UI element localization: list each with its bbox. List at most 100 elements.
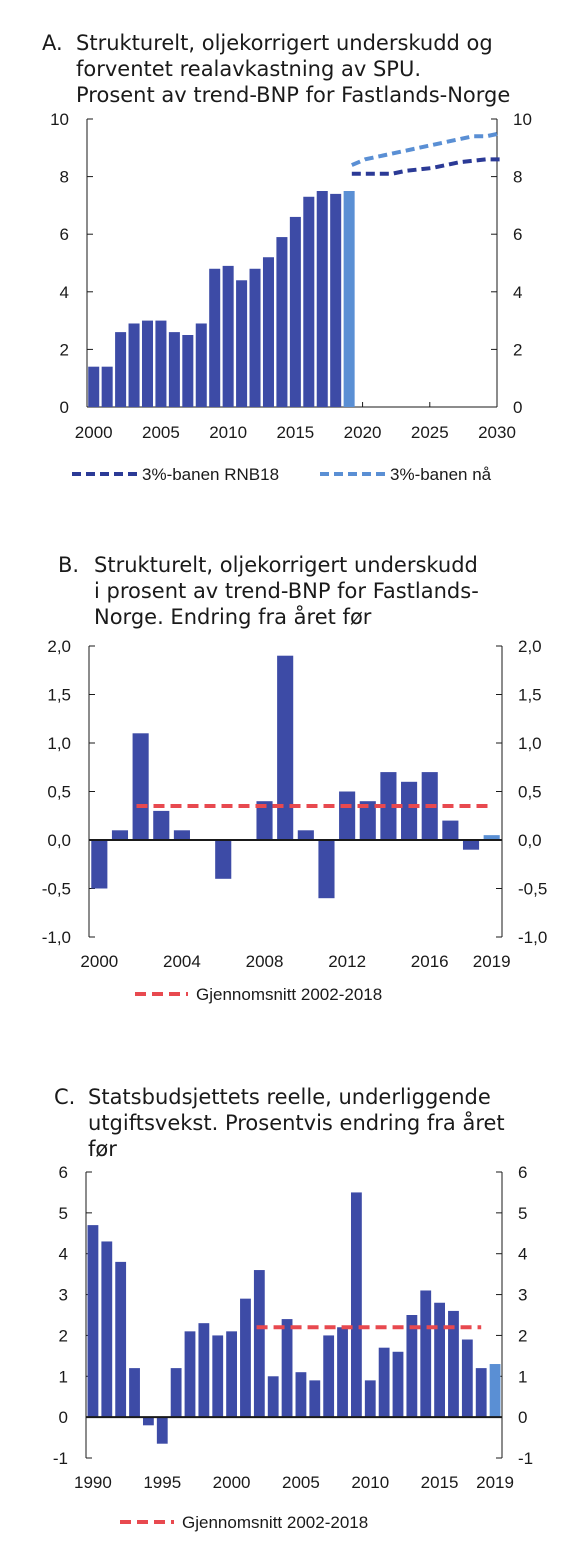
y-tick-label: 8 (60, 168, 69, 187)
bar (168, 332, 180, 407)
bar (155, 320, 167, 407)
bar (277, 655, 294, 840)
bar (442, 820, 459, 840)
bar (170, 1368, 182, 1418)
x-tick-label: 2015 (421, 1473, 459, 1492)
x-tick-label: 2008 (246, 952, 284, 971)
y-tick-label: 2 (513, 340, 522, 359)
x-tick-label: 2020 (344, 423, 382, 442)
panel-c-title-line: Statsbudsjettets reelle, underliggende (88, 1085, 491, 1109)
panel-b-title-line: i prosent av trend-BNP for Fastlands- (94, 579, 479, 603)
panel-a-title-line: Prosent av trend-BNP for Fastlands-Norge (76, 83, 511, 107)
panel-b: B. Strukturelt, oljekorrigert underskudd… (0, 540, 580, 1020)
bar (406, 1315, 418, 1418)
chart-c: -1 -1 0 0 1 1 2 2 3 3 4 4 5 5 6 6 1990 1995 2000 2005 2010 20… (53, 1163, 533, 1532)
x-tick-label: 2016 (411, 952, 449, 971)
y-tick-label: 0,5 (518, 783, 542, 802)
y-tick-label: 1,5 (518, 686, 542, 705)
bar (142, 1417, 154, 1426)
panel-c-title-line: før (88, 1137, 117, 1161)
bar (380, 772, 397, 840)
panel-b-letter: B. (58, 553, 80, 577)
bar (289, 216, 301, 407)
panel-b-title-line: Strukturelt, oljekorrigert underskudd (94, 553, 478, 577)
bar (129, 1368, 140, 1418)
bar (401, 781, 418, 840)
y-tick-label: -1,0 (42, 928, 71, 947)
y-tick-label: 0 (59, 1408, 68, 1427)
bar (88, 366, 100, 407)
bar (173, 830, 190, 840)
bar (198, 1323, 210, 1418)
bar (350, 1192, 362, 1418)
bar (462, 840, 480, 850)
x-tick-label: 1995 (143, 1473, 181, 1492)
bar (111, 830, 129, 840)
bar (420, 1290, 432, 1418)
panel-c-title-line: utgiftsvekst. Prosentvis endring fra åre… (88, 1111, 505, 1135)
bar (253, 1270, 265, 1418)
bar (343, 191, 355, 407)
panel-a-title: A. Strukturelt, oljekorrigert underskudd… (42, 30, 562, 110)
y-tick-label: 10 (513, 110, 532, 129)
panel-c: C. Statsbudsjettets reelle, underliggend… (0, 1070, 580, 1561)
y-tick-label: 6 (59, 1163, 68, 1182)
panel-c-letter: C. (54, 1085, 76, 1109)
y-tick-label: 1,0 (47, 734, 71, 753)
bar (448, 1310, 459, 1418)
y-tick-label: 2,0 (47, 637, 71, 656)
x-tick-label: 2000 (213, 1473, 251, 1492)
y-tick-label: 5 (59, 1204, 68, 1223)
legend-label-average: Gjennomsnitt 2002-2018 (196, 985, 382, 1004)
bar (101, 1241, 113, 1418)
y-tick-label: 6 (513, 225, 522, 244)
x-tick-label: 2019 (473, 952, 511, 971)
bar (115, 1261, 127, 1418)
x-tick-label: 2010 (209, 423, 247, 442)
line-rnb18 (351, 157, 500, 176)
y-tick-label: -1,0 (518, 928, 547, 947)
bar (195, 323, 207, 407)
bar (132, 733, 149, 840)
bar (483, 835, 500, 840)
line-now (351, 131, 501, 167)
bar (281, 1319, 293, 1418)
x-tick-label: 2010 (351, 1473, 389, 1492)
bar (337, 1327, 348, 1418)
bar (309, 1380, 321, 1418)
y-tick-label: 2 (60, 340, 69, 359)
bar (262, 257, 274, 407)
y-tick-label: -0,5 (42, 880, 71, 899)
bar (323, 1335, 335, 1418)
x-tick-label: 2019 (476, 1473, 514, 1492)
bar (489, 1364, 501, 1418)
bar (240, 1298, 251, 1418)
y-tick-label: 1,0 (518, 734, 542, 753)
bar (91, 840, 108, 889)
bar (209, 268, 221, 407)
x-tick-label: 2000 (80, 952, 118, 971)
legend-label-rnb18: 3%-banen RNB18 (142, 465, 279, 484)
x-tick-label: 2004 (163, 952, 201, 971)
y-tick-label: 3 (59, 1286, 68, 1305)
y-tick-label: 2,0 (518, 637, 542, 656)
bar (215, 840, 232, 879)
y-tick-label: 3 (518, 1286, 527, 1305)
bar (249, 268, 261, 407)
y-tick-label: -0,5 (518, 880, 547, 899)
bar (226, 1331, 238, 1418)
bar (318, 840, 335, 899)
y-tick-label: -1 (53, 1449, 68, 1468)
y-tick-label: 1 (518, 1367, 527, 1386)
x-tick-label: 1990 (74, 1473, 112, 1492)
panel-b-title-line: Norge. Endring fra året før (94, 605, 372, 629)
bar (156, 1417, 168, 1444)
chart-b: -1,0 -1,0 -0,5 -0,5 0,0 0,0 0,5 0,5 1,0 1,0 1,5 1,5… (42, 637, 548, 1004)
y-tick-label: 0,0 (47, 831, 71, 850)
bar (434, 1302, 446, 1418)
x-tick-label: 2005 (142, 423, 180, 442)
bar (87, 1225, 99, 1418)
bar (378, 1347, 390, 1418)
panel-c-title: C. Statsbudsjettets reelle, underliggend… (54, 1084, 564, 1164)
bar (303, 196, 315, 407)
